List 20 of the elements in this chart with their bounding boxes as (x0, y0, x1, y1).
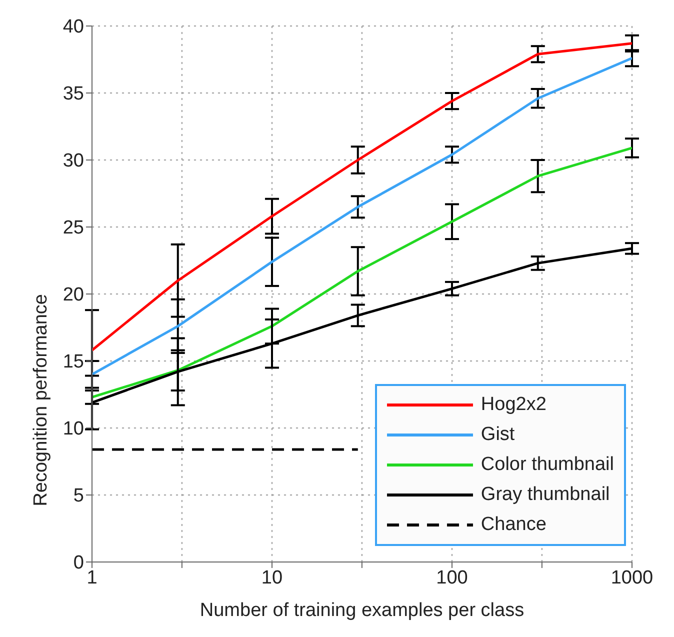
y-tick-label: 20 (62, 284, 84, 306)
legend-label: Gist (480, 424, 515, 446)
y-tick-label: 5 (73, 486, 84, 507)
y-axis-title: Recognition performance (30, 294, 52, 506)
legend-label: Chance (480, 514, 546, 536)
y-tick-label: 10 (62, 418, 84, 440)
y-tick-label: 25 (62, 218, 84, 239)
x-axis-title: Number of training examples per class (200, 600, 524, 621)
legend-label: Color thumbnail (480, 454, 614, 476)
y-tick-label: 15 (62, 352, 84, 373)
x-tick-label: 1000 (610, 567, 654, 588)
y-tick-label: 30 (62, 150, 84, 172)
legend-label: Gray thumbnail (480, 484, 610, 506)
x-tick-label: 1 (86, 567, 98, 588)
legend-label: Hog2x2 (480, 394, 546, 416)
y-tick-label: 35 (62, 84, 84, 105)
y-tick-label: 0 (73, 552, 84, 574)
x-tick-label: 100 (436, 567, 468, 588)
y-tick-label: 40 (62, 16, 84, 38)
x-tick-label: 10 (261, 567, 283, 588)
